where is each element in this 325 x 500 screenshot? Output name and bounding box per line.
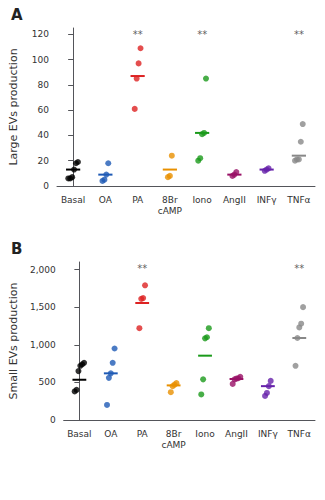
svg-text:Basal: Basal <box>67 429 91 439</box>
svg-text:Iono: Iono <box>195 429 215 439</box>
svg-text:1,000: 1,000 <box>30 340 56 350</box>
svg-text:500: 500 <box>38 377 55 387</box>
svg-text:60: 60 <box>38 105 50 115</box>
svg-text:TNFα: TNFα <box>286 195 310 205</box>
svg-text:OA: OA <box>99 195 113 205</box>
svg-text:PA: PA <box>132 195 144 205</box>
svg-text:1,500: 1,500 <box>30 302 56 312</box>
svg-text:**: ** <box>294 29 304 40</box>
svg-text:TNFα: TNFα <box>287 429 311 439</box>
svg-text:100: 100 <box>32 55 49 65</box>
svg-text:**: ** <box>133 29 143 40</box>
svg-text:8Br: 8Br <box>166 429 182 439</box>
svg-text:AngII: AngII <box>225 429 248 439</box>
svg-text:Large EVs production: Large EVs production <box>7 48 20 165</box>
svg-text:Basal: Basal <box>61 195 85 205</box>
svg-text:120: 120 <box>32 29 49 39</box>
svg-text:20: 20 <box>38 156 50 166</box>
svg-text:A: A <box>11 6 23 24</box>
svg-text:0: 0 <box>50 415 56 425</box>
svg-text:cAMP: cAMP <box>158 206 183 216</box>
svg-text:INFγ: INFγ <box>258 429 279 439</box>
svg-text:AngII: AngII <box>223 195 246 205</box>
svg-text:0: 0 <box>43 181 49 191</box>
svg-text:2,000: 2,000 <box>30 265 56 275</box>
svg-text:40: 40 <box>38 130 50 140</box>
svg-text:8Br: 8Br <box>162 195 178 205</box>
svg-text:Iono: Iono <box>192 195 212 205</box>
svg-text:80: 80 <box>38 80 50 90</box>
svg-text:OA: OA <box>104 429 118 439</box>
svg-text:Small EVs production: Small EVs production <box>7 283 20 400</box>
svg-text:cAMP: cAMP <box>161 440 186 450</box>
svg-text:PA: PA <box>137 429 149 439</box>
svg-text:B: B <box>11 240 22 258</box>
svg-text:**: ** <box>137 263 147 274</box>
svg-text:**: ** <box>294 263 304 274</box>
svg-text:INFγ: INFγ <box>257 195 278 205</box>
svg-text:**: ** <box>197 29 207 40</box>
